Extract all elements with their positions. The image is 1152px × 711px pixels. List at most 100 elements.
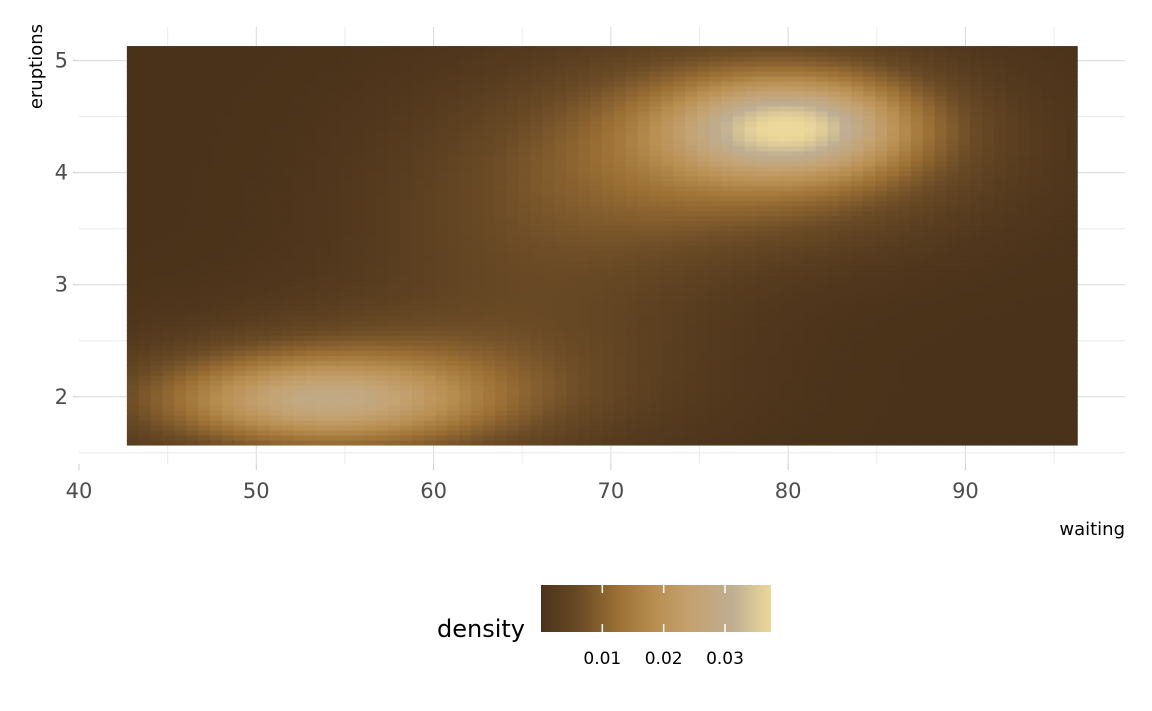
- density-tile: [578, 380, 591, 386]
- density-tile: [851, 65, 864, 72]
- density-tile: [293, 370, 306, 376]
- density-tile: [720, 265, 734, 272]
- density-tile: [364, 155, 377, 162]
- density-tiles: [126, 46, 1078, 446]
- density-tile: [447, 365, 461, 371]
- density-tile: [411, 260, 425, 267]
- density-tile: [732, 110, 746, 117]
- density-tile: [685, 255, 698, 262]
- density-tile: [506, 85, 520, 92]
- density-tile: [245, 250, 259, 257]
- density-tile: [530, 140, 544, 147]
- density-tile: [483, 380, 496, 386]
- density-tile: [578, 295, 591, 301]
- density-tile: [803, 220, 817, 227]
- density-tile: [138, 350, 152, 356]
- density-tile: [411, 235, 425, 242]
- density-tile: [495, 375, 508, 381]
- density-tile: [293, 75, 306, 82]
- density-tile: [174, 355, 187, 361]
- density-tile: [316, 295, 330, 301]
- density-tile: [495, 180, 508, 187]
- density-tile: [162, 180, 175, 187]
- density-tile: [459, 70, 472, 77]
- density-tile: [602, 80, 615, 87]
- density-tile: [506, 345, 520, 351]
- density-tile: [423, 180, 437, 187]
- density-tile: [233, 175, 247, 182]
- density-tile: [815, 434, 829, 441]
- density-tile: [210, 245, 223, 252]
- density-tile: [566, 95, 579, 102]
- density-tile: [483, 245, 496, 252]
- density-tile: [162, 90, 175, 97]
- density-tile: [388, 415, 401, 421]
- density-tile: [186, 310, 199, 316]
- density-tile: [388, 65, 401, 72]
- density-tile: [281, 415, 294, 421]
- density-tile: [530, 434, 544, 441]
- density-tile: [293, 65, 306, 72]
- density-tile: [186, 255, 199, 262]
- density-tile: [233, 145, 247, 152]
- density-tile: [388, 210, 401, 217]
- density-tile: [447, 265, 461, 272]
- density-tile: [340, 185, 354, 192]
- density-tile: [602, 210, 615, 217]
- density-tile: [411, 255, 425, 262]
- density-tile: [768, 120, 781, 127]
- density-tile: [233, 290, 247, 296]
- density-tile: [708, 260, 722, 267]
- density-tile: [257, 345, 271, 351]
- density-tile: [198, 255, 211, 262]
- density-tile: [162, 195, 175, 202]
- density-tile: [602, 240, 615, 247]
- density-tile: [518, 255, 532, 262]
- density-tile: [138, 200, 152, 207]
- density-tile: [269, 290, 282, 296]
- density-tile: [649, 210, 662, 217]
- density-tile: [352, 400, 366, 406]
- density-tile: [720, 305, 734, 311]
- density-tile: [673, 390, 686, 396]
- density-tile: [281, 61, 294, 67]
- density-tile: [269, 95, 282, 102]
- density-tile: [602, 385, 615, 391]
- density-tile: [471, 345, 484, 351]
- density-tile: [221, 380, 235, 386]
- density-tile: [198, 100, 211, 107]
- density-tile: [162, 380, 175, 386]
- density-tile: [388, 80, 401, 87]
- density-tile: [400, 105, 413, 112]
- density-tile: [851, 300, 864, 306]
- density-tile: [293, 405, 306, 411]
- density-tile: [554, 80, 567, 87]
- density-tile: [530, 350, 544, 356]
- density-tile: [768, 390, 781, 396]
- density-tile: [411, 145, 425, 152]
- density-tile: [495, 245, 508, 252]
- density-tile: [328, 46, 342, 52]
- density-tile: [411, 290, 425, 296]
- density-tile: [150, 420, 164, 426]
- density-tile: [174, 135, 187, 142]
- density-tile: [851, 265, 864, 272]
- density-tile: [411, 400, 425, 406]
- density-tile: [851, 380, 864, 386]
- density-tile: [340, 315, 354, 321]
- density-tile: [851, 110, 864, 117]
- density-tile: [542, 95, 556, 102]
- density-tile: [578, 120, 591, 127]
- density-tile: [138, 420, 152, 426]
- density-tile: [637, 439, 651, 446]
- density-tile: [138, 255, 152, 262]
- density-tile: [328, 195, 342, 202]
- density-tile: [174, 210, 187, 217]
- density-tile: [269, 170, 282, 177]
- density-tile: [352, 315, 366, 321]
- density-tile: [518, 330, 532, 336]
- density-tile: [411, 315, 425, 321]
- density-tile: [578, 310, 591, 316]
- density-tile: [495, 295, 508, 301]
- density-tile: [839, 360, 853, 366]
